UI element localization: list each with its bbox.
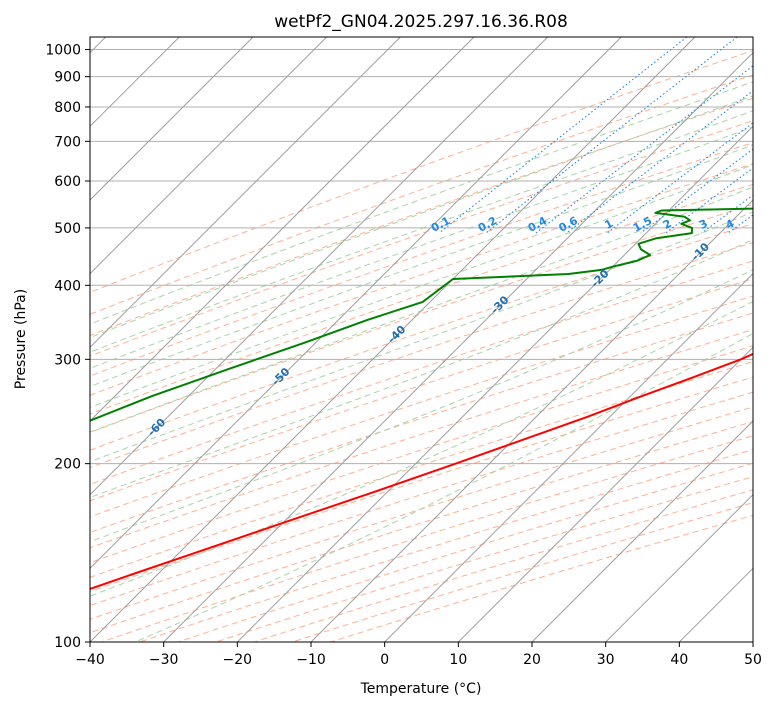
plot-frame bbox=[89, 36, 754, 643]
isotherm-line bbox=[752, 641, 753, 642]
y-axis-ticks: 100 200 300 400 500 600 700 800 900 1000 bbox=[45, 43, 90, 651]
dry-adiabat-line bbox=[90, 376, 753, 593]
grid-lines bbox=[90, 49, 753, 642]
isotherm-line bbox=[236, 125, 753, 642]
dry-adiabat-line bbox=[138, 449, 753, 642]
mixing-ratio-label: 3 bbox=[697, 217, 710, 232]
x-tick-label: 20 bbox=[523, 652, 541, 668]
dry-adiabat-line bbox=[90, 260, 753, 485]
plot-area: -100-90-80-70-60-50-40-30-20-10010203040… bbox=[8, 37, 775, 642]
dry-adiabat-line bbox=[90, 295, 753, 518]
mixing-ratio-line bbox=[665, 167, 753, 234]
mixing-ratio-label: 0.1 bbox=[429, 214, 452, 235]
dry-adiabat-line bbox=[90, 391, 753, 607]
isotherm-line bbox=[90, 37, 328, 275]
dry-adiabat-line bbox=[90, 120, 753, 357]
isotherm-line bbox=[90, 37, 401, 349]
mixing-ratio-line bbox=[566, 90, 753, 234]
x-tick-label: −40 bbox=[75, 652, 105, 668]
dry-adiabat-line bbox=[90, 345, 753, 564]
dry-adiabat-line bbox=[90, 74, 753, 315]
y-tick-label: 500 bbox=[54, 221, 81, 237]
mixing-ratio-line bbox=[438, 37, 688, 234]
moist-adiabat-line bbox=[90, 211, 753, 463]
dry-adiabat-line bbox=[90, 50, 753, 293]
skewed-isotherms bbox=[90, 37, 753, 642]
isotherm-line bbox=[90, 37, 475, 422]
isotherm-label: -70 bbox=[8, 479, 31, 502]
mixing-ratio-line bbox=[701, 194, 753, 234]
mixing-ratio-label: 2 bbox=[661, 217, 674, 232]
isotherm-line bbox=[163, 51, 753, 642]
x-tick-label: 10 bbox=[449, 652, 467, 668]
y-axis-title: Pressure (hPa) bbox=[13, 289, 29, 389]
isotherm-line bbox=[310, 199, 753, 642]
isotherm-line bbox=[605, 493, 753, 642]
x-tick-label: −20 bbox=[223, 652, 253, 668]
y-tick-label: 100 bbox=[54, 635, 81, 651]
mixing-ratio-label: 0.6 bbox=[557, 214, 581, 235]
sounding-profiles bbox=[90, 207, 753, 590]
y-tick-label: 200 bbox=[54, 457, 81, 473]
x-tick-label: 40 bbox=[670, 652, 688, 668]
x-tick-label: −30 bbox=[149, 652, 179, 668]
mixing-ratio-line bbox=[606, 122, 753, 234]
moist-adiabats bbox=[90, 81, 753, 642]
mixing-ratio-label: 6 bbox=[762, 217, 775, 232]
x-tick-label: 0 bbox=[380, 652, 389, 668]
dry-adiabats bbox=[90, 50, 753, 642]
y-tick-label: 400 bbox=[54, 278, 81, 294]
mixing-ratio-line bbox=[767, 37, 775, 233]
moist-adiabat-line bbox=[90, 186, 753, 433]
isotherm-line bbox=[678, 567, 753, 642]
y-tick-label: 1000 bbox=[45, 43, 81, 59]
dry-adiabat-line bbox=[90, 203, 753, 433]
x-tick-label: −10 bbox=[296, 652, 326, 668]
dry-adiabat-line bbox=[290, 502, 753, 642]
isotherm-line bbox=[90, 37, 254, 201]
moist-adiabat-line bbox=[90, 144, 753, 388]
isotherm-line bbox=[90, 37, 549, 496]
y-tick-label: 600 bbox=[54, 174, 81, 190]
mixing-ratio-line bbox=[640, 148, 753, 234]
isotherm-line bbox=[457, 346, 753, 642]
chart-title: wetPf2_GN04.2025.297.16.36.R08 bbox=[274, 12, 568, 32]
y-tick-label: 700 bbox=[54, 134, 81, 150]
x-tick-label: 50 bbox=[744, 652, 762, 668]
moist-adiabat-line bbox=[90, 164, 753, 408]
moist-adiabat-line bbox=[90, 110, 753, 353]
mixing-ratio-label: 1 bbox=[602, 217, 615, 232]
y-tick-label: 900 bbox=[54, 70, 81, 86]
x-tick-label: 30 bbox=[597, 652, 615, 668]
y-tick-label: 300 bbox=[54, 352, 81, 368]
x-axis-title: Temperature (°C) bbox=[360, 681, 482, 697]
dry-adiabat-line bbox=[90, 97, 753, 337]
moist-adiabat-line bbox=[90, 95, 753, 339]
moist-adiabat-line bbox=[90, 126, 753, 369]
x-axis-ticks: −40 −30 −20 −10 0 10 20 30 40 50 bbox=[75, 642, 762, 668]
dewpoint-line bbox=[90, 207, 753, 422]
isotherm-line bbox=[90, 37, 696, 642]
temperature-line bbox=[90, 352, 753, 590]
mixing-ratio-label: 1.5 bbox=[631, 214, 654, 235]
isotherm-line bbox=[90, 37, 622, 570]
mixing-ratio-lines bbox=[438, 37, 775, 234]
isotherm-line bbox=[384, 272, 753, 642]
mixing-ratio-label: 0.2 bbox=[476, 214, 499, 235]
mixing-ratio-line bbox=[535, 65, 753, 234]
dry-adiabat-line bbox=[90, 312, 753, 533]
dry-adiabat-line bbox=[90, 223, 753, 451]
dry-adiabat-line bbox=[90, 420, 753, 634]
isotherm-line bbox=[531, 420, 753, 642]
y-tick-label: 800 bbox=[54, 100, 81, 116]
moist-adiabat-line bbox=[90, 81, 753, 325]
